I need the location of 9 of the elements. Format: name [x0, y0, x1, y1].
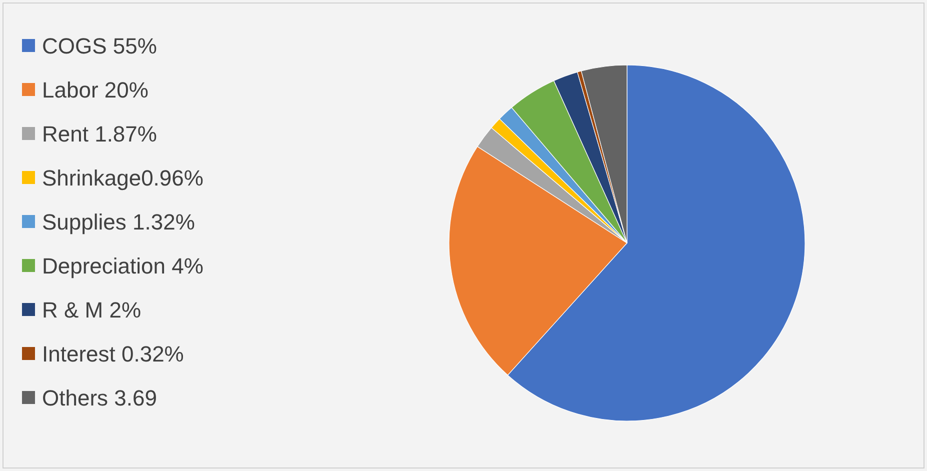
legend-label: Others 3.69 [42, 386, 157, 411]
legend-label: Interest 0.32% [42, 342, 184, 367]
legend-label: Depreciation 4% [42, 254, 204, 279]
legend-label: Supplies 1.32% [42, 210, 195, 235]
legend-label: COGS 55% [42, 34, 157, 59]
legend-label: Labor 20% [42, 78, 148, 103]
legend-label: Rent 1.87% [42, 122, 157, 147]
legend-label: Shrinkage0.96% [42, 166, 204, 191]
legend-label: R & M 2% [42, 298, 142, 323]
